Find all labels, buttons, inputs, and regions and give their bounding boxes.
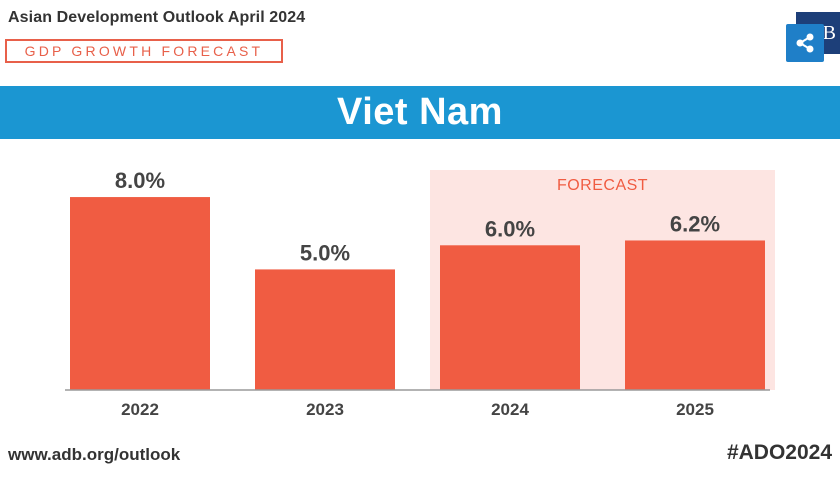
forecast-label: FORECAST xyxy=(557,177,648,194)
value-label-2024: 6.0% xyxy=(485,216,535,241)
share-button[interactable] xyxy=(786,24,824,62)
country-title: Viet Nam xyxy=(337,91,503,133)
value-label-2023: 5.0% xyxy=(300,240,350,265)
footer-url[interactable]: www.adb.org/outlook xyxy=(8,445,181,464)
country-banner: Viet Nam xyxy=(0,86,840,139)
bar-2025 xyxy=(625,240,765,390)
tick-label-2023: 2023 xyxy=(306,400,344,419)
brand-letter: B xyxy=(822,21,836,44)
bar-2022 xyxy=(70,197,210,390)
subtitle-box: GDP GROWTH FORECAST xyxy=(5,39,283,63)
publication-title: Asian Development Outlook April 2024 xyxy=(8,9,306,26)
bar-2023 xyxy=(255,269,395,390)
subtitle-text: GDP GROWTH FORECAST xyxy=(24,43,264,59)
tick-label-2024: 2024 xyxy=(491,400,529,419)
tick-label-2025: 2025 xyxy=(676,400,714,419)
value-label-2025: 6.2% xyxy=(670,211,720,236)
bar-2024 xyxy=(440,245,580,390)
value-label-2022: 8.0% xyxy=(115,168,165,193)
share-widget[interactable]: B xyxy=(786,12,840,62)
footer-hashtag: #ADO2024 xyxy=(726,441,832,464)
share-icon xyxy=(796,33,814,53)
gdp-bar-chart: FORECAST 8.0% 2022 5.0% 2023 6.0% 2024 6.2% 202… xyxy=(65,168,775,419)
tick-label-2022: 2022 xyxy=(121,400,159,419)
